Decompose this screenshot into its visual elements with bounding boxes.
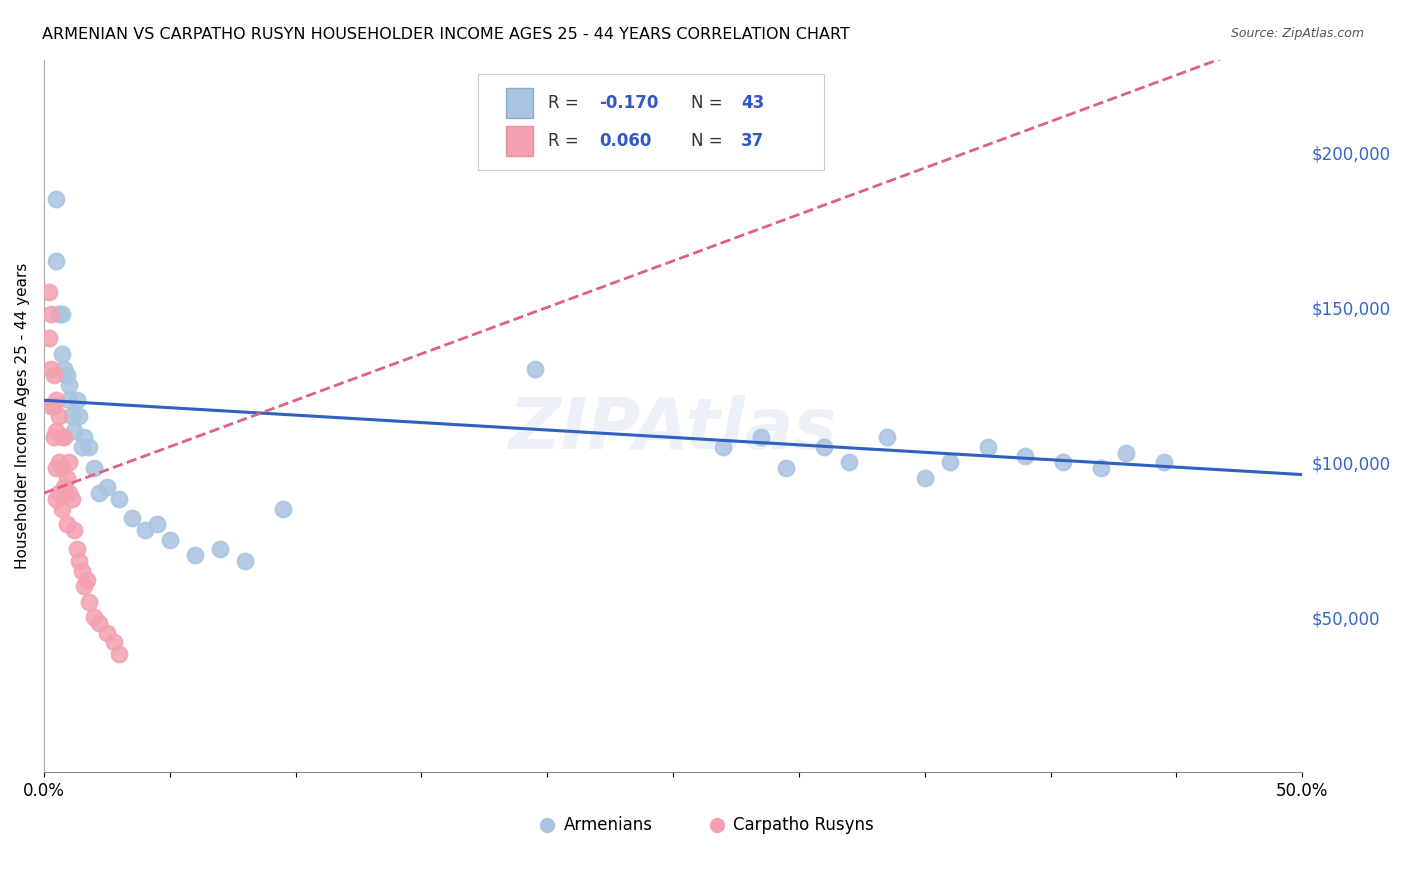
- Point: [813, 440, 835, 454]
- Text: Source: ZipAtlas.com: Source: ZipAtlas.com: [1230, 27, 1364, 40]
- Point: [89, 616, 111, 631]
- Point: [45, 461, 67, 475]
- Point: [51, 347, 73, 361]
- Point: [67, 554, 90, 568]
- Point: [51, 461, 73, 475]
- Point: [89, 486, 111, 500]
- Point: [45, 424, 67, 438]
- FancyBboxPatch shape: [478, 74, 824, 170]
- Point: [77, 594, 100, 608]
- Point: [976, 440, 998, 454]
- Point: [271, 501, 294, 516]
- Point: [184, 548, 207, 562]
- Text: 37: 37: [741, 132, 765, 150]
- Point: [523, 362, 546, 376]
- Point: [1115, 446, 1137, 460]
- Point: [42, 430, 65, 444]
- Point: [53, 480, 76, 494]
- Point: [38, 285, 60, 299]
- Point: [103, 635, 125, 649]
- Text: R =: R =: [548, 94, 585, 112]
- Point: [45, 393, 67, 408]
- Text: R =: R =: [548, 132, 585, 150]
- Point: [146, 517, 169, 532]
- Point: [48, 409, 70, 423]
- Point: [939, 455, 962, 469]
- Point: [51, 307, 73, 321]
- Point: [749, 430, 772, 444]
- Point: [159, 533, 181, 547]
- Point: [45, 492, 67, 507]
- Point: [96, 625, 118, 640]
- Text: 43: 43: [741, 94, 765, 112]
- Point: [58, 393, 80, 408]
- Point: [63, 524, 86, 538]
- Text: N =: N =: [690, 94, 727, 112]
- Point: [41, 307, 63, 321]
- Point: [63, 424, 86, 438]
- Point: [1014, 449, 1036, 463]
- Point: [73, 579, 96, 593]
- Text: ARMENIAN VS CARPATHO RUSYN HOUSEHOLDER INCOME AGES 25 - 44 YEARS CORRELATION CHA: ARMENIAN VS CARPATHO RUSYN HOUSEHOLDER I…: [42, 27, 851, 42]
- Point: [108, 647, 131, 661]
- Point: [48, 455, 70, 469]
- Point: [55, 517, 77, 532]
- FancyBboxPatch shape: [506, 126, 533, 156]
- Point: [96, 480, 118, 494]
- Point: [876, 430, 898, 444]
- Text: -0.170: -0.170: [599, 94, 658, 112]
- Point: [51, 501, 73, 516]
- Point: [48, 307, 70, 321]
- Point: [83, 461, 105, 475]
- Point: [70, 564, 93, 578]
- Point: [53, 362, 76, 376]
- Point: [914, 471, 936, 485]
- Text: Armenians: Armenians: [564, 816, 652, 834]
- Point: [1039, 764, 1062, 779]
- Point: [70, 440, 93, 454]
- Point: [121, 511, 143, 525]
- Point: [41, 400, 63, 414]
- Point: [58, 377, 80, 392]
- Point: [1090, 461, 1112, 475]
- Point: [65, 541, 87, 556]
- Point: [108, 492, 131, 507]
- Point: [1052, 455, 1074, 469]
- Point: [42, 400, 65, 414]
- Point: [58, 486, 80, 500]
- Point: [45, 192, 67, 206]
- Point: [77, 440, 100, 454]
- Text: Carpatho Rusyns: Carpatho Rusyns: [734, 816, 875, 834]
- Point: [38, 331, 60, 345]
- Point: [233, 554, 256, 568]
- Point: [711, 440, 734, 454]
- Point: [76, 573, 98, 587]
- Point: [1379, 764, 1402, 779]
- FancyBboxPatch shape: [506, 88, 533, 118]
- Point: [48, 486, 70, 500]
- Point: [83, 610, 105, 624]
- Point: [65, 393, 87, 408]
- Point: [55, 368, 77, 383]
- Point: [60, 492, 83, 507]
- Point: [775, 461, 797, 475]
- Point: [58, 455, 80, 469]
- Point: [1153, 455, 1175, 469]
- Point: [53, 430, 76, 444]
- Point: [41, 362, 63, 376]
- Point: [73, 430, 96, 444]
- Point: [60, 409, 83, 423]
- Point: [42, 368, 65, 383]
- Point: [67, 409, 90, 423]
- Text: N =: N =: [690, 132, 727, 150]
- Point: [51, 430, 73, 444]
- Text: ZIPAtlas: ZIPAtlas: [509, 395, 837, 465]
- Text: 0.060: 0.060: [599, 132, 651, 150]
- Point: [838, 455, 860, 469]
- Point: [55, 471, 77, 485]
- Point: [134, 524, 156, 538]
- Point: [209, 541, 232, 556]
- Point: [45, 253, 67, 268]
- Y-axis label: Householder Income Ages 25 - 44 years: Householder Income Ages 25 - 44 years: [15, 262, 30, 569]
